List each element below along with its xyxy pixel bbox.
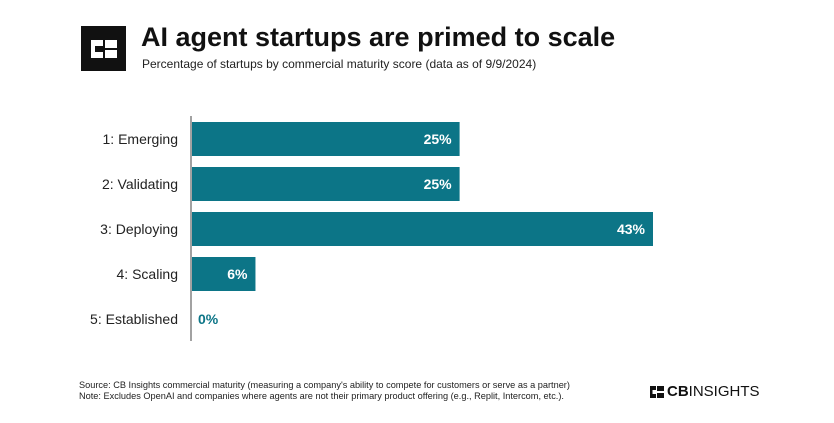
category-label: 3: Deploying — [100, 221, 178, 237]
chart-title: AI agent startups are primed to scale — [141, 22, 616, 52]
chart-subtitle: Percentage of startups by commercial mat… — [142, 57, 537, 71]
category-label: 2: Validating — [102, 176, 178, 192]
category-label: 5: Established — [90, 311, 178, 327]
value-label: 0% — [198, 311, 219, 327]
brand-cb-text: CB — [667, 383, 689, 400]
cb-brand-mark-icon — [650, 385, 664, 398]
cb-logo-mark-icon — [90, 39, 117, 58]
brand-insights-text: INSIGHTS — [688, 383, 760, 400]
bar — [192, 212, 653, 246]
bar — [192, 257, 256, 291]
value-label: 25% — [424, 176, 453, 192]
bar — [192, 122, 460, 156]
source-text: Source: CB Insights commercial maturity … — [79, 380, 570, 390]
category-label: 1: Emerging — [103, 131, 178, 147]
value-label: 25% — [424, 131, 453, 147]
category-label: 4: Scaling — [117, 266, 178, 282]
cb-insights-logo-icon — [81, 26, 126, 71]
bar — [192, 167, 460, 201]
note-text: Note: Excludes OpenAI and companies wher… — [79, 391, 564, 401]
cb-insights-brand: CBINSIGHTS — [650, 383, 760, 400]
value-label: 43% — [617, 221, 646, 237]
footer-notes: Source: CB Insights commercial maturity … — [79, 380, 570, 402]
value-label: 6% — [227, 266, 248, 282]
